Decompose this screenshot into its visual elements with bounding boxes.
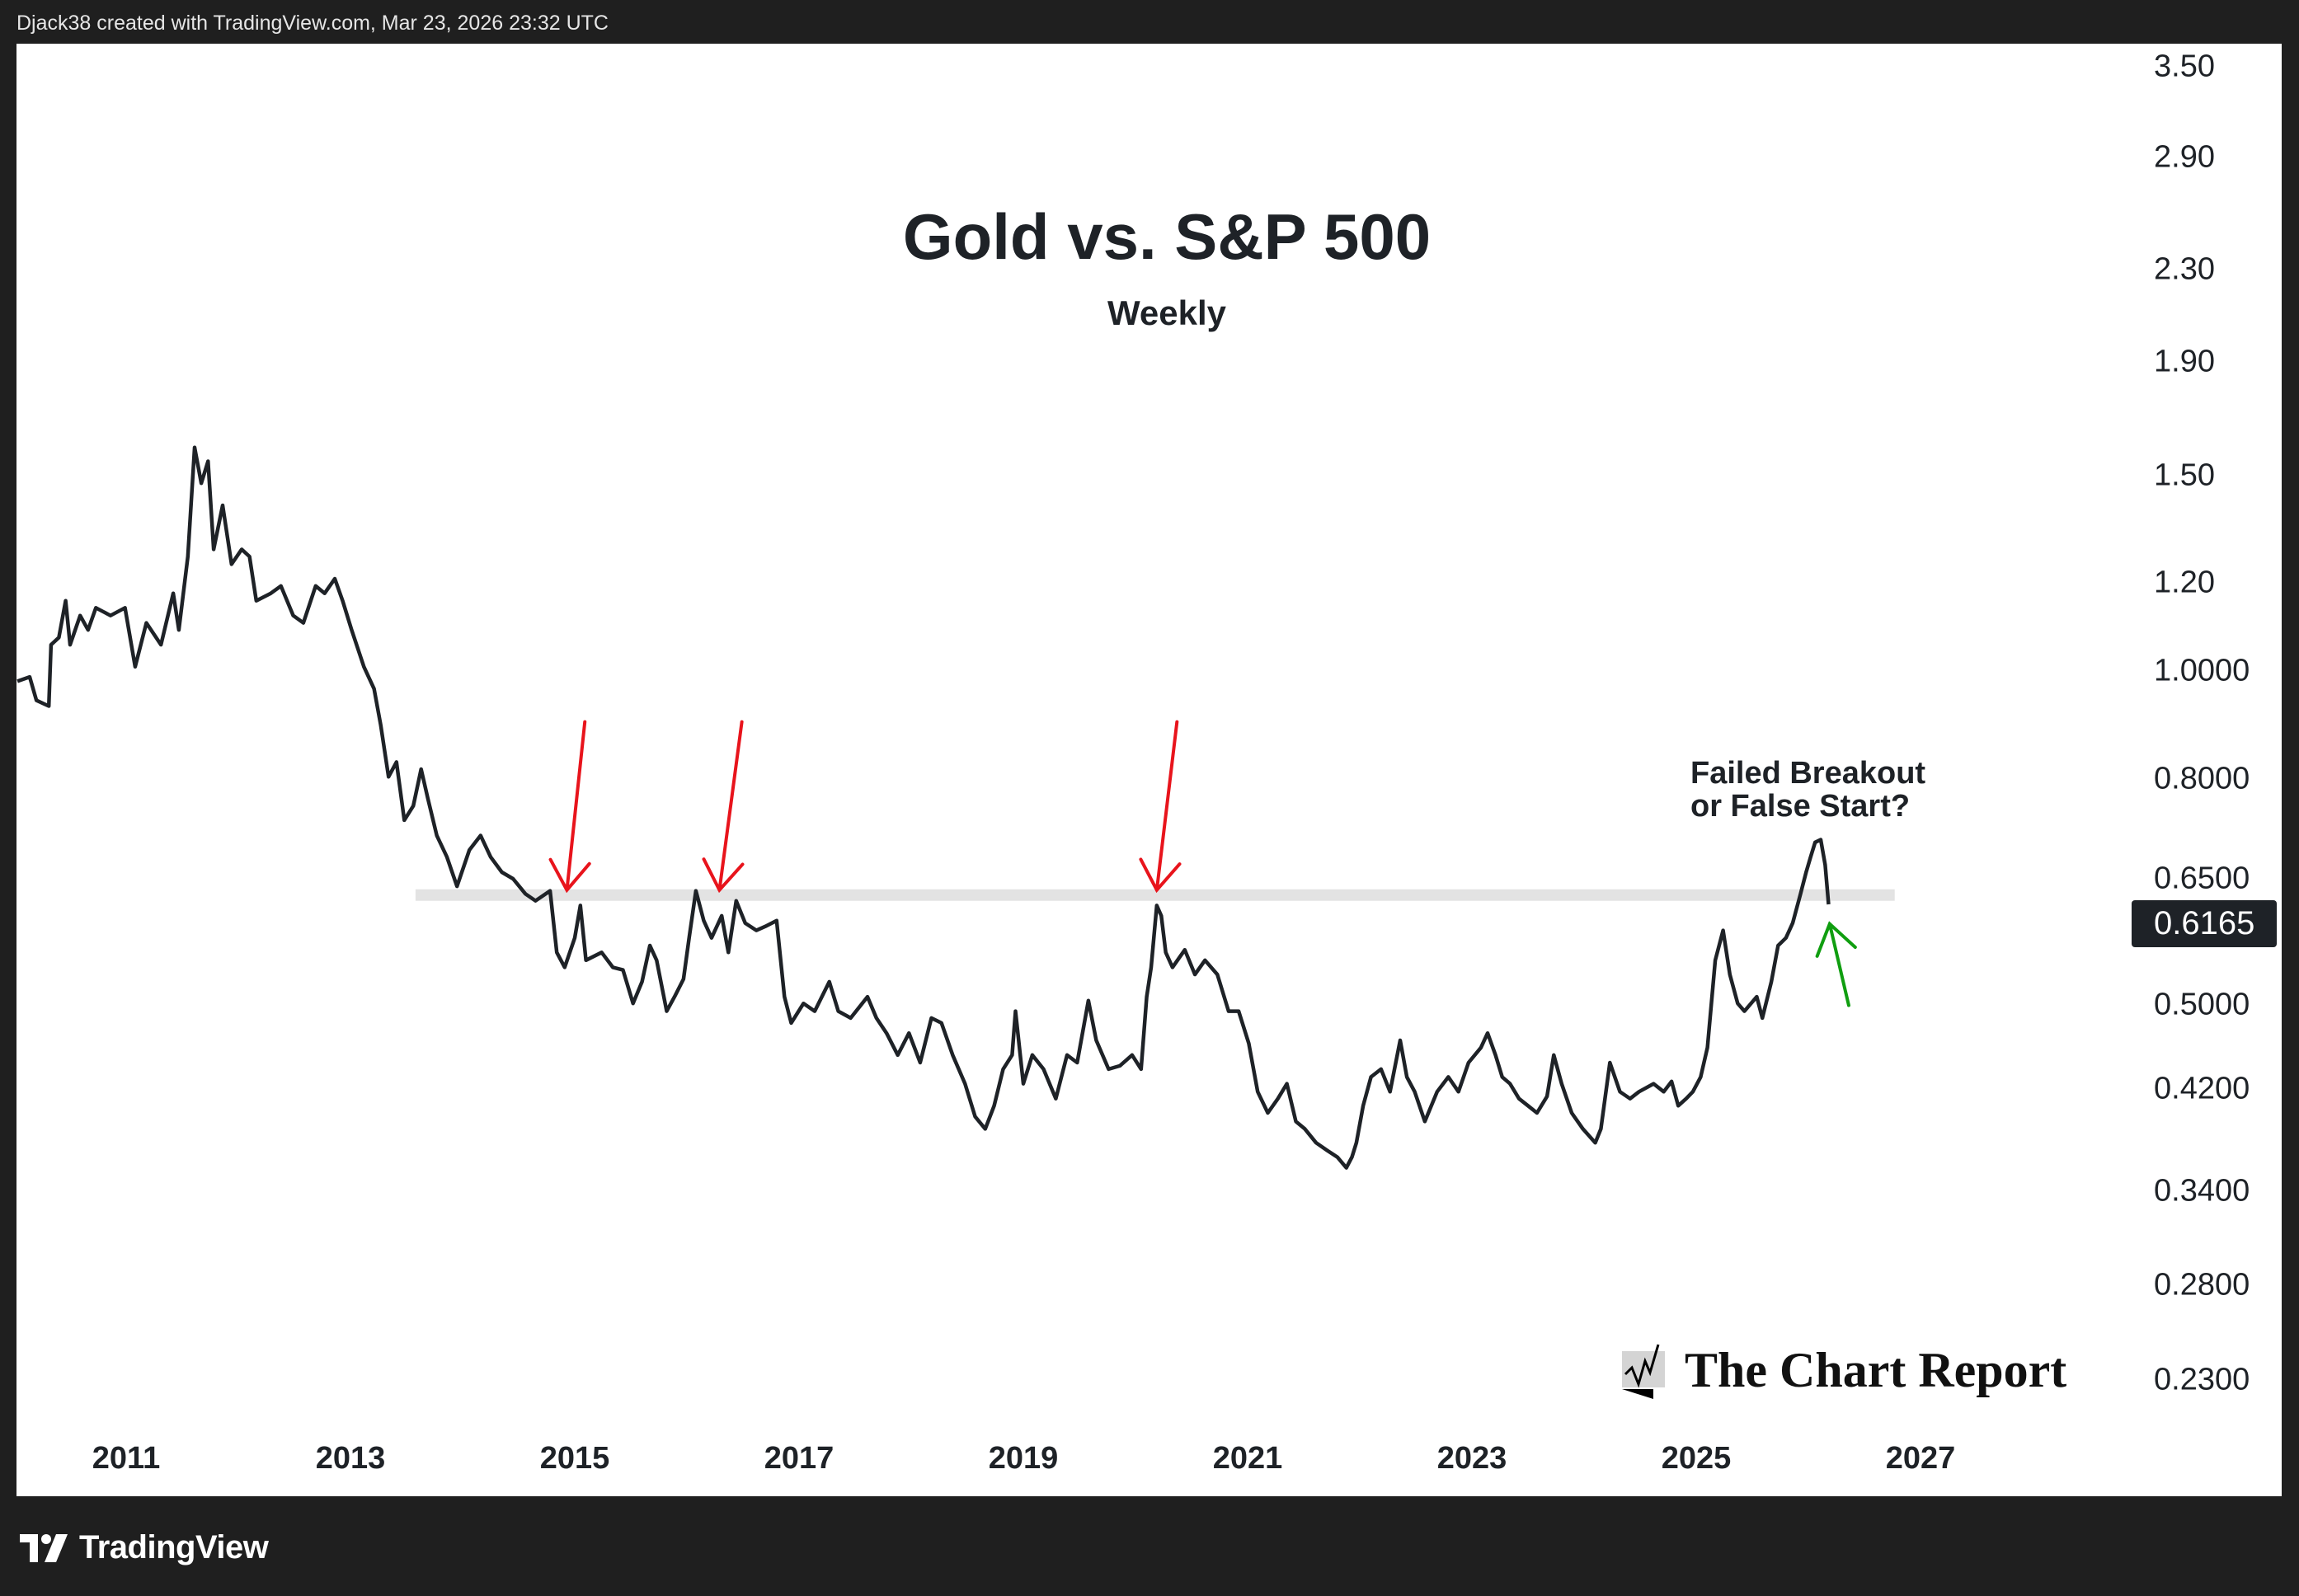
red-arrow-icon-1 [548, 720, 591, 894]
footer-bar: TradingView [0, 1496, 2299, 1596]
x-tick-label: 2015 [539, 1441, 610, 1476]
red-arrow-icon-2-path [702, 720, 745, 894]
y-tick-label: 3.50 [2154, 49, 2215, 84]
x-tick-label: 2027 [1885, 1441, 1956, 1476]
x-tick-label: 2011 [92, 1441, 161, 1476]
y-tick-label: 2.30 [2154, 251, 2215, 287]
y-tick-label: 0.3400 [2154, 1173, 2250, 1209]
y-tick-label: 0.2800 [2154, 1267, 2250, 1303]
y-tick-label: 1.0000 [2154, 653, 2250, 688]
y-tick-label: 0.6500 [2154, 861, 2250, 896]
tradingview-brand: TradingView [79, 1529, 269, 1565]
y-tick-label: 2.90 [2154, 139, 2215, 175]
watermark-text: The Chart Report [1685, 1343, 2067, 1397]
credit-text: Djack38 created with TradingView.com, Ma… [16, 12, 609, 35]
y-tick-label: 0.4200 [2154, 1071, 2250, 1106]
green-arrow-icon-path [1815, 921, 1857, 1007]
price-line [16, 445, 1831, 1170]
chart-title: Gold vs. S&P 500 [902, 200, 1432, 273]
x-tick-label: 2021 [1212, 1441, 1283, 1476]
x-tick-label: 2025 [1661, 1441, 1732, 1476]
top-bar: Djack38 created with TradingView.com, Ma… [0, 0, 2299, 44]
annotation-text: Failed Breakout or False Start? [1690, 757, 1925, 823]
tradingview-logo[interactable]: TradingView [20, 1529, 269, 1566]
x-tick-label: 2013 [315, 1441, 386, 1476]
red-arrow-icon-3-path [1139, 720, 1182, 894]
y-tick-label: 0.8000 [2154, 761, 2250, 796]
y-tick-label: 1.90 [2154, 344, 2215, 378]
resistance-band [415, 889, 1895, 901]
y-tick-label: 1.50 [2154, 458, 2215, 493]
x-tick-label: 2023 [1436, 1441, 1507, 1476]
red-arrow-icon-3 [1139, 720, 1182, 894]
red-arrow-icon-1-path [548, 720, 591, 894]
chart-subtitle: Weekly [1107, 293, 1226, 332]
tradingview-logo-icon [20, 1533, 68, 1562]
x-tick-label: 2019 [988, 1441, 1059, 1476]
last-price-label: 0.6165 [2132, 900, 2277, 947]
y-tick-label: 1.20 [2154, 565, 2215, 600]
annotation-line-2: or False Start? [1690, 789, 1911, 824]
chart-report-logo-icon [1622, 1344, 1665, 1399]
watermark: The Chart Report [1620, 1342, 2066, 1399]
annotation-line-1: Failed Breakout [1690, 756, 1926, 791]
red-arrow-icon-2 [702, 720, 745, 894]
y-tick-label: 0.2300 [2154, 1362, 2250, 1397]
y-tick-label: 0.5000 [2154, 987, 2250, 1022]
green-arrow-icon [1815, 921, 1857, 1007]
x-tick-label: 2017 [764, 1441, 835, 1476]
